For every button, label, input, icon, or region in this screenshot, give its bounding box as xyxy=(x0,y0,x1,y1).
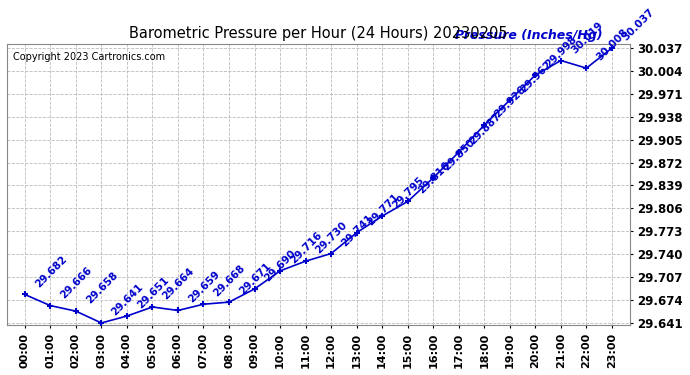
Text: 29.730: 29.730 xyxy=(314,220,349,256)
Text: 29.887: 29.887 xyxy=(467,111,502,147)
Text: 29.741: 29.741 xyxy=(339,212,375,248)
Text: 29.926: 29.926 xyxy=(493,84,528,120)
Text: 29.641: 29.641 xyxy=(110,282,146,317)
Text: 29.666: 29.666 xyxy=(59,265,94,300)
Text: 29.659: 29.659 xyxy=(186,270,221,305)
Text: 29.668: 29.668 xyxy=(212,263,247,298)
Text: 29.771: 29.771 xyxy=(365,192,401,227)
Text: 29.962: 29.962 xyxy=(518,59,553,94)
Title: Barometric Pressure per Hour (24 Hours) 20230205: Barometric Pressure per Hour (24 Hours) … xyxy=(129,26,508,41)
Text: 29.850: 29.850 xyxy=(442,137,477,172)
Text: 29.998: 29.998 xyxy=(544,34,579,69)
Text: 29.795: 29.795 xyxy=(391,175,426,210)
Text: 29.690: 29.690 xyxy=(263,248,298,284)
Text: 29.816: 29.816 xyxy=(416,160,451,196)
Text: 29.716: 29.716 xyxy=(288,230,324,266)
Text: Pressure (Inches/Hg): Pressure (Inches/Hg) xyxy=(455,29,603,42)
Text: Copyright 2023 Cartronics.com: Copyright 2023 Cartronics.com xyxy=(13,52,166,62)
Text: 30.008: 30.008 xyxy=(595,27,630,63)
Text: 29.658: 29.658 xyxy=(84,270,119,306)
Text: 29.682: 29.682 xyxy=(33,254,68,289)
Text: 30.019: 30.019 xyxy=(569,20,604,55)
Text: 29.651: 29.651 xyxy=(135,275,170,310)
Text: 29.671: 29.671 xyxy=(237,261,273,297)
Text: 30.037: 30.037 xyxy=(620,7,656,42)
Text: 29.664: 29.664 xyxy=(161,266,197,302)
